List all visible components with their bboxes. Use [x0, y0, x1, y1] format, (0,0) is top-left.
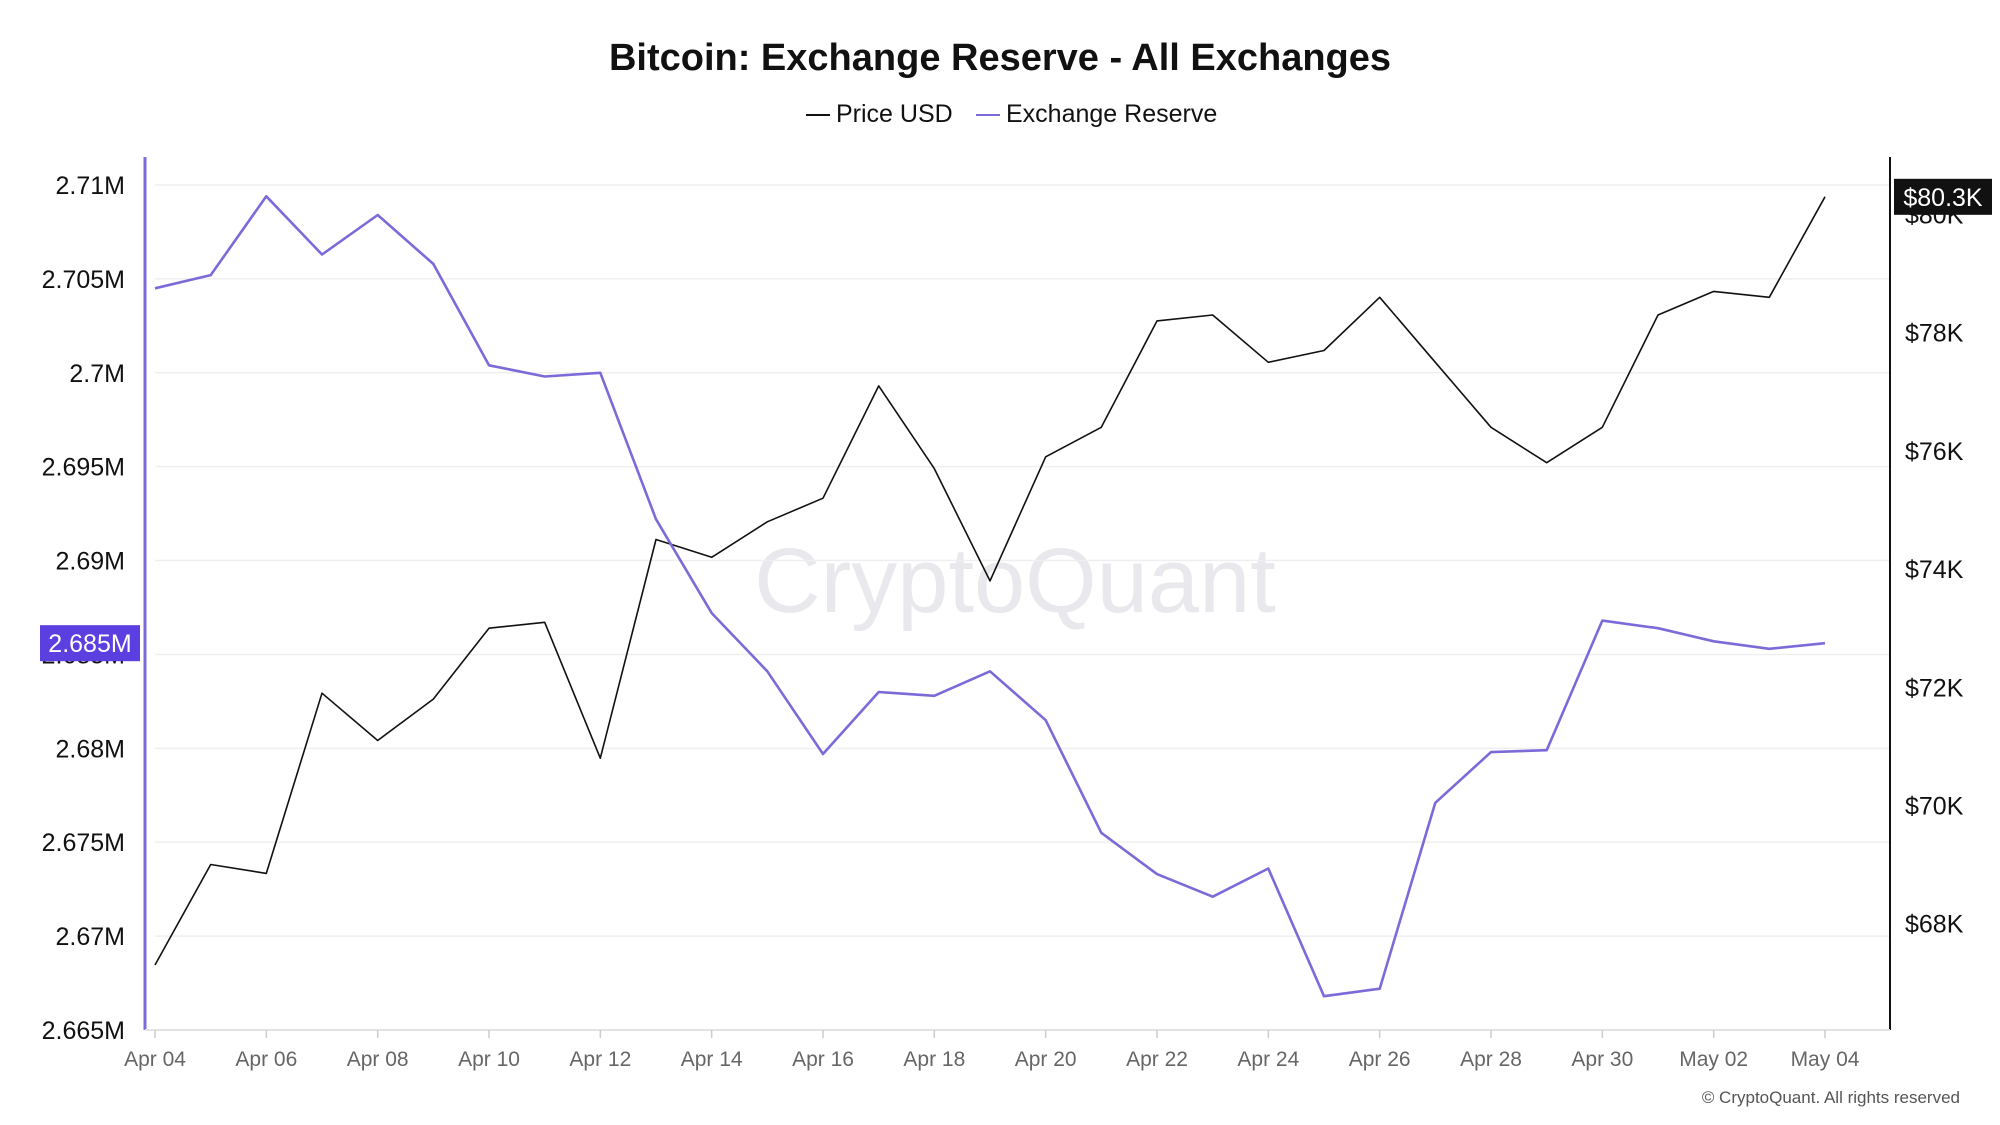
tick-labels: 2.665M 2.67M 2.675M 2.68M 2.685M 2.69M 2.695M 2… — [42, 172, 1964, 1071]
legend-label-price: Price USD — [836, 100, 953, 128]
right-tick-label: $74K — [1905, 556, 1964, 584]
series-line-price-usd — [154, 196, 1826, 966]
copyright-notice: © CryptoQuant. All rights reserved — [1702, 1088, 1960, 1107]
left-tick-label: 2.68M — [56, 735, 125, 763]
right-tick-label: $68K — [1905, 911, 1964, 939]
legend-label-reserve: Exchange Reserve — [1006, 100, 1217, 128]
x-tick-label: Apr 06 — [235, 1048, 297, 1071]
x-tick-label: Apr 26 — [1349, 1048, 1411, 1071]
x-tick-label: Apr 28 — [1460, 1048, 1522, 1071]
x-tick-label: Apr 22 — [1126, 1048, 1188, 1071]
left-tick-label: 2.67M — [56, 923, 125, 951]
left-current-value-label: 2.685M — [48, 630, 131, 658]
x-tick-label: Apr 16 — [792, 1048, 854, 1071]
x-tick-label: Apr 20 — [1015, 1048, 1077, 1071]
left-tick-label: 2.7M — [69, 360, 125, 388]
series-lines — [154, 195, 1826, 998]
x-tick-label: Apr 24 — [1237, 1048, 1299, 1071]
x-tick-label: Apr 14 — [681, 1048, 743, 1071]
right-current-value-label: $80.3K — [1903, 184, 1983, 212]
left-tick-label: 2.71M — [56, 172, 125, 200]
right-tick-label: $76K — [1905, 438, 1964, 466]
x-tick-label: Apr 10 — [458, 1048, 520, 1071]
axes — [143, 157, 1891, 1038]
right-current-value-badge — [1894, 178, 1992, 215]
x-tick-label: May 02 — [1679, 1048, 1748, 1071]
left-tick-label: 2.705M — [42, 266, 125, 294]
x-tick-label: May 04 — [1791, 1048, 1860, 1071]
watermark: CryptoQuant — [754, 530, 1276, 632]
current-value-badges: 2.685M $80.3K — [40, 178, 1992, 662]
right-tick-label: $70K — [1905, 792, 1964, 820]
left-tick-label: 2.665M — [42, 1017, 125, 1045]
legend: Price USD Exchange Reserve — [806, 100, 1217, 128]
chart-title: Bitcoin: Exchange Reserve - All Exchange… — [609, 37, 1391, 79]
left-current-value-badge — [40, 625, 140, 662]
x-tick-label: Apr 04 — [124, 1048, 186, 1071]
x-tick-label: Apr 12 — [569, 1048, 631, 1071]
x-tick-label: Apr 30 — [1571, 1048, 1633, 1071]
left-tick-label: 2.675M — [42, 829, 125, 857]
x-tick-label: Apr 18 — [903, 1048, 965, 1071]
right-tick-label: $72K — [1905, 674, 1964, 702]
left-tick-label: 2.695M — [42, 454, 125, 482]
right-tick-label: $78K — [1905, 320, 1964, 348]
series-line-exchange-reserve — [154, 195, 1826, 998]
x-tick-label: Apr 08 — [347, 1048, 409, 1071]
left-tick-label: 2.69M — [56, 548, 125, 576]
